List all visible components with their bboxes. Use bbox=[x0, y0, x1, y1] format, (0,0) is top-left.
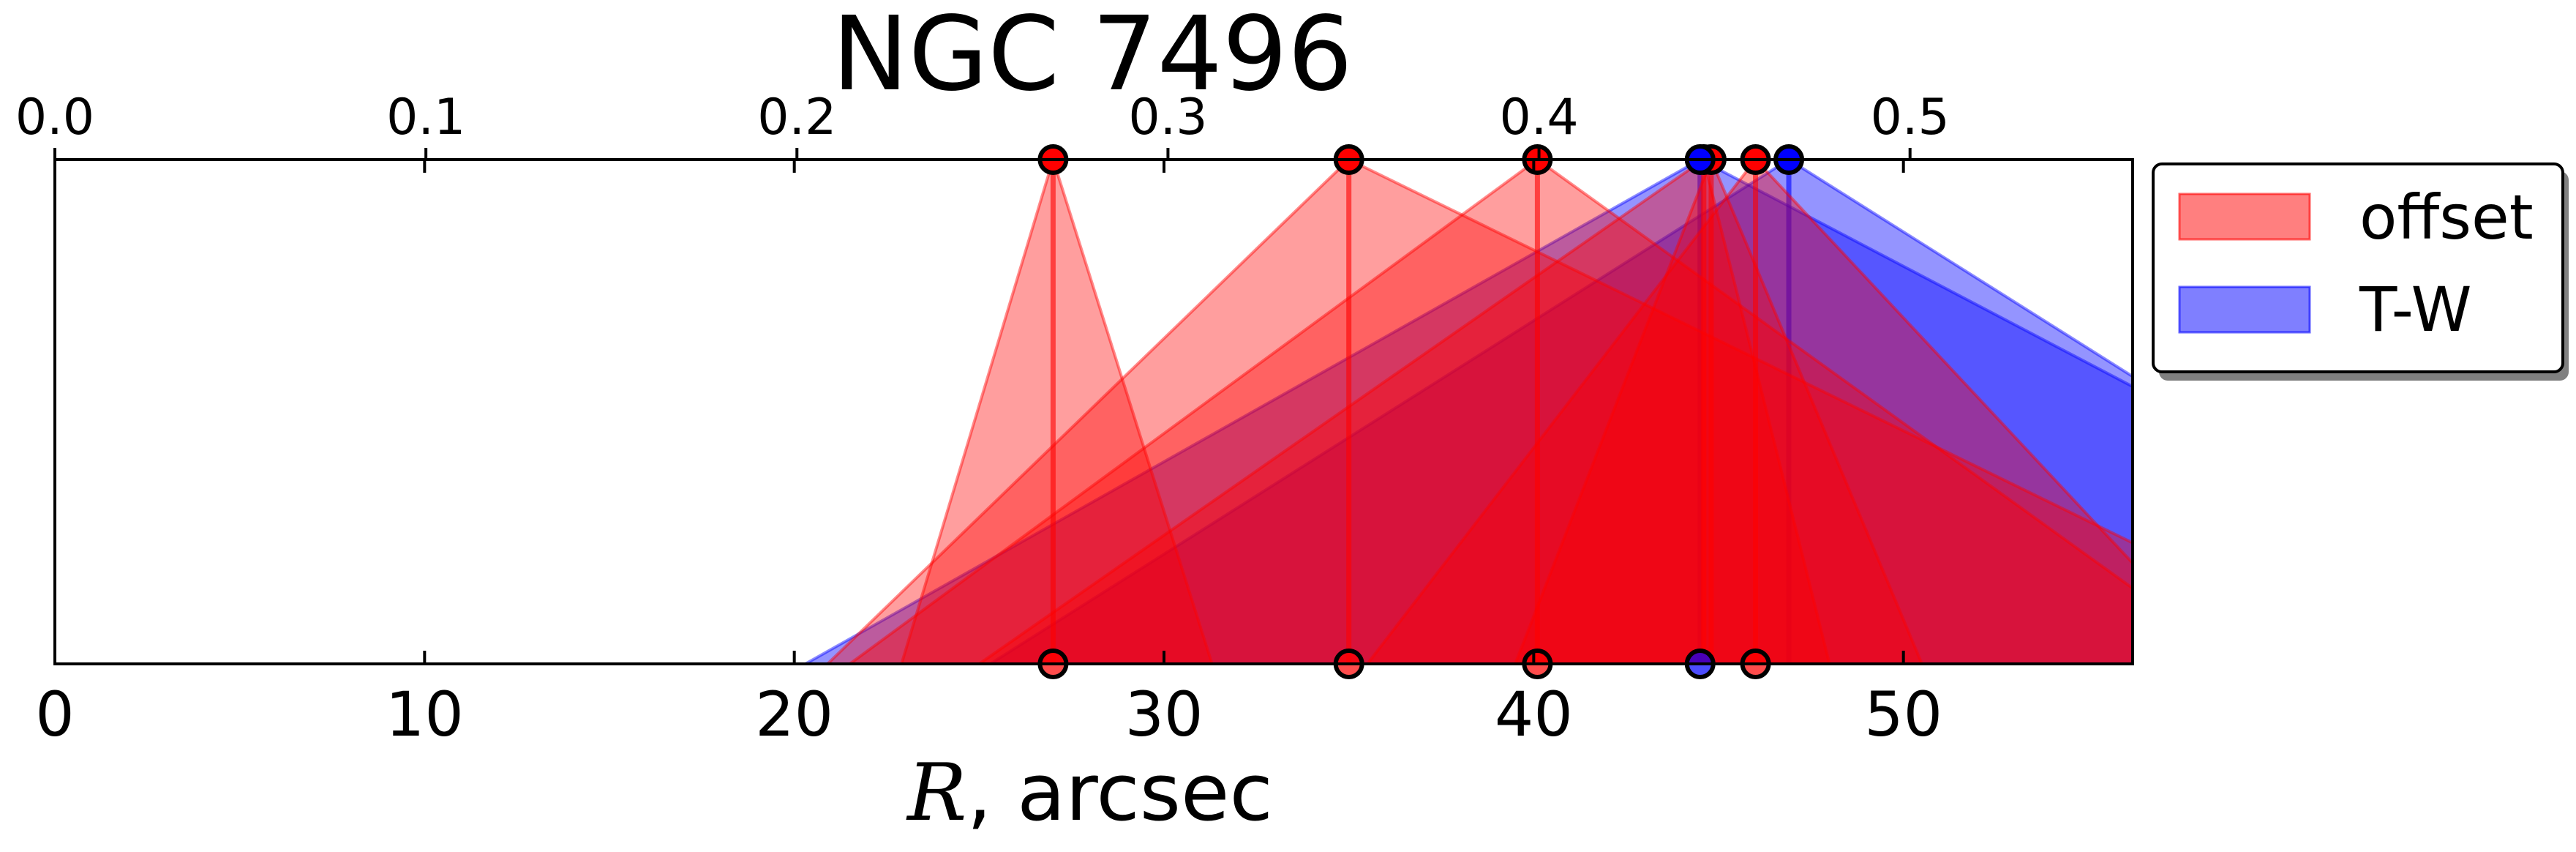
legend-swatch-tw bbox=[2178, 285, 2311, 334]
triangle-offset-2 bbox=[847, 160, 2133, 664]
triangle-offset-5 bbox=[1513, 160, 1924, 664]
x-tick-label: 20 bbox=[755, 679, 833, 750]
x-axis-label: R, arcsec bbox=[906, 747, 1273, 839]
x-tick-label: 0 bbox=[35, 679, 74, 750]
triangle-tw-7 bbox=[987, 160, 2133, 664]
x-tick-label: 10 bbox=[386, 679, 464, 750]
plot-frame bbox=[53, 158, 2134, 665]
triangle-offset-3 bbox=[976, 160, 1831, 664]
triangle-offset-1 bbox=[825, 160, 2133, 664]
legend: offset T-W bbox=[2152, 162, 2569, 381]
top-tick-label: 0.3 bbox=[1128, 89, 1207, 146]
legend-label-tw: T-W bbox=[2359, 274, 2472, 345]
top-tick-label: 0.5 bbox=[1871, 89, 1950, 146]
plot-area bbox=[802, 160, 2133, 664]
x-tick-label: 40 bbox=[1495, 679, 1573, 750]
x-axis-top: 0.0 0.1 0.2 0.3 0.4 0.5 bbox=[15, 89, 1950, 160]
triangle-tw-6 bbox=[802, 160, 2133, 664]
top-tick-label: 0.0 bbox=[15, 89, 94, 146]
top-tick-label: 0.2 bbox=[757, 89, 836, 146]
x-axis-label-unit: , arcsec bbox=[966, 747, 1272, 839]
x-axis-label-variable: R bbox=[906, 747, 966, 839]
top-tick-label: 0.4 bbox=[1499, 89, 1578, 146]
x-tick-label: 30 bbox=[1125, 679, 1203, 750]
chart-title: NGC 7496 bbox=[832, 0, 1353, 114]
triangle-offset-4 bbox=[1365, 160, 2133, 664]
x-axis-bottom: 0 10 20 30 40 50 bbox=[35, 160, 1942, 750]
x-tick-label: 50 bbox=[1864, 679, 1942, 750]
triangle-offset-0 bbox=[900, 160, 1214, 664]
top-tick-label: 0.1 bbox=[386, 89, 465, 146]
legend-label-offset: offset bbox=[2359, 182, 2534, 253]
legend-swatch-offset bbox=[2178, 193, 2311, 241]
